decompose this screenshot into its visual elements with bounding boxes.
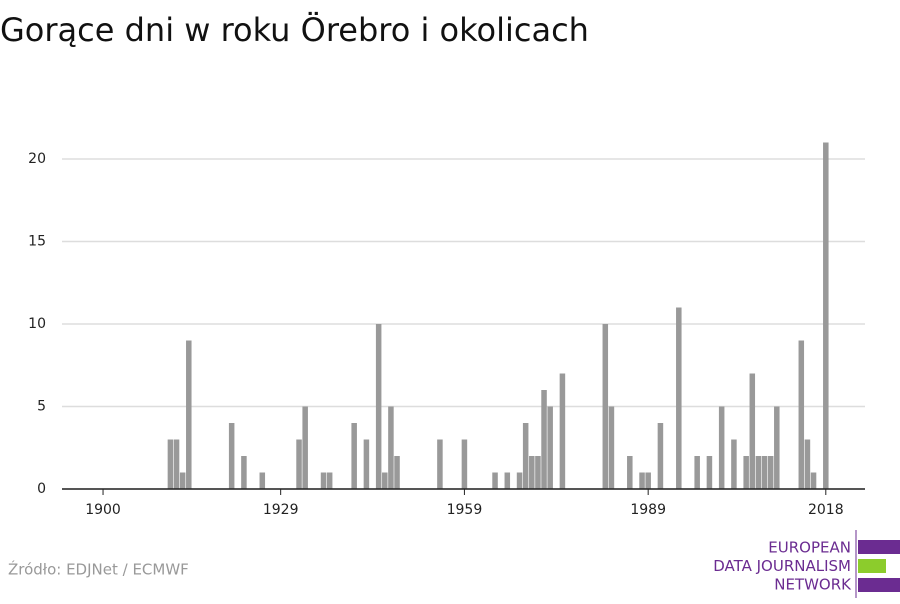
logo-bar	[858, 540, 900, 554]
bar	[529, 456, 535, 489]
bar	[608, 406, 615, 489]
bar	[388, 406, 394, 489]
bar	[296, 439, 302, 489]
bar	[320, 472, 327, 489]
y-tick-label: 5	[37, 399, 46, 415]
bar	[731, 439, 737, 489]
bar	[326, 472, 333, 489]
y-tick-label: 20	[28, 151, 46, 167]
bar	[179, 472, 186, 489]
logo-bar	[858, 578, 900, 592]
bar	[718, 406, 725, 489]
x-tick-label: 1929	[263, 502, 299, 518]
bar	[516, 472, 523, 489]
bar	[639, 472, 645, 489]
bar	[461, 439, 468, 489]
bar	[259, 472, 266, 489]
bar	[375, 324, 382, 489]
bar	[706, 456, 713, 489]
bar	[645, 472, 651, 489]
bar	[810, 472, 817, 489]
bar	[559, 373, 566, 489]
bar	[504, 472, 511, 489]
bar	[627, 456, 633, 489]
bar	[676, 307, 682, 489]
bar	[798, 340, 805, 489]
bar	[173, 439, 180, 489]
bar	[743, 456, 749, 489]
bar	[394, 456, 400, 489]
logo-bar	[858, 559, 886, 573]
bar	[535, 456, 541, 489]
y-tick-label: 0	[37, 481, 46, 497]
x-tick-label: 1989	[630, 502, 666, 518]
bar	[522, 423, 529, 489]
bar	[657, 423, 664, 489]
bar	[492, 472, 498, 489]
bar	[186, 340, 192, 489]
logo-text: DATA JOURNALISM	[713, 557, 851, 575]
bar	[547, 406, 553, 489]
bar	[761, 456, 768, 489]
bar	[363, 439, 370, 489]
chart-title: Gorące dni w roku Örebro i okolicach	[0, 11, 589, 49]
logo-text: NETWORK	[774, 576, 852, 594]
bar	[774, 406, 780, 489]
bar	[755, 456, 762, 489]
x-tick-label: 2018	[808, 502, 844, 518]
y-tick-label: 15	[28, 234, 46, 250]
x-tick-label: 1959	[447, 502, 483, 518]
y-tick-label: 10	[28, 316, 46, 332]
bar	[767, 456, 774, 489]
bar	[602, 324, 609, 489]
bar	[167, 439, 174, 489]
bar	[382, 472, 388, 489]
bar	[749, 373, 756, 489]
bar	[804, 439, 811, 489]
bar	[302, 406, 308, 489]
logo-text: EUROPEAN	[768, 539, 851, 557]
bar	[228, 423, 235, 489]
x-tick-label: 1900	[85, 502, 121, 518]
source: Źródło: EDJNet / ECMWF	[8, 560, 189, 579]
bar	[437, 439, 443, 489]
bar	[823, 142, 829, 489]
bar	[351, 423, 357, 489]
bar	[241, 456, 247, 489]
bar	[541, 390, 547, 489]
bar	[694, 456, 700, 489]
